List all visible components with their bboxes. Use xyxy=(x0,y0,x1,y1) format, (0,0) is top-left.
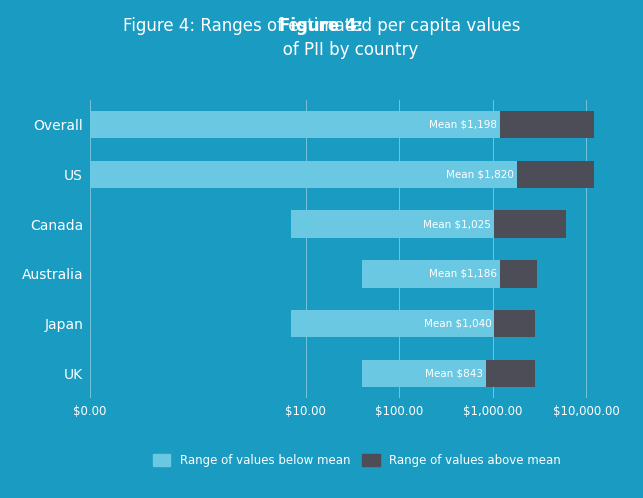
Bar xyxy=(362,260,500,287)
Bar xyxy=(486,360,535,387)
Text: Figure 4:: Figure 4: xyxy=(279,17,364,35)
Text: Figure 4: Ranges of estimated per capita values
           of PII by country: Figure 4: Ranges of estimated per capita… xyxy=(123,17,520,59)
Bar xyxy=(517,160,594,188)
Bar xyxy=(90,160,517,188)
Bar xyxy=(500,260,538,287)
Text: Mean $1,820: Mean $1,820 xyxy=(446,169,514,179)
Text: Mean $843: Mean $843 xyxy=(425,369,483,378)
Bar xyxy=(500,111,594,138)
Legend: Range of values below mean, Range of values above mean: Range of values below mean, Range of val… xyxy=(152,454,561,467)
Bar xyxy=(494,310,535,338)
Bar xyxy=(291,310,494,338)
Bar xyxy=(90,111,500,138)
Bar xyxy=(362,360,486,387)
Text: Mean $1,198: Mean $1,198 xyxy=(430,120,497,129)
Bar xyxy=(494,210,566,238)
Text: Mean $1,025: Mean $1,025 xyxy=(423,219,491,229)
Text: Mean $1,186: Mean $1,186 xyxy=(429,269,497,279)
Text: Mean $1,040: Mean $1,040 xyxy=(424,319,492,329)
Bar xyxy=(291,210,494,238)
